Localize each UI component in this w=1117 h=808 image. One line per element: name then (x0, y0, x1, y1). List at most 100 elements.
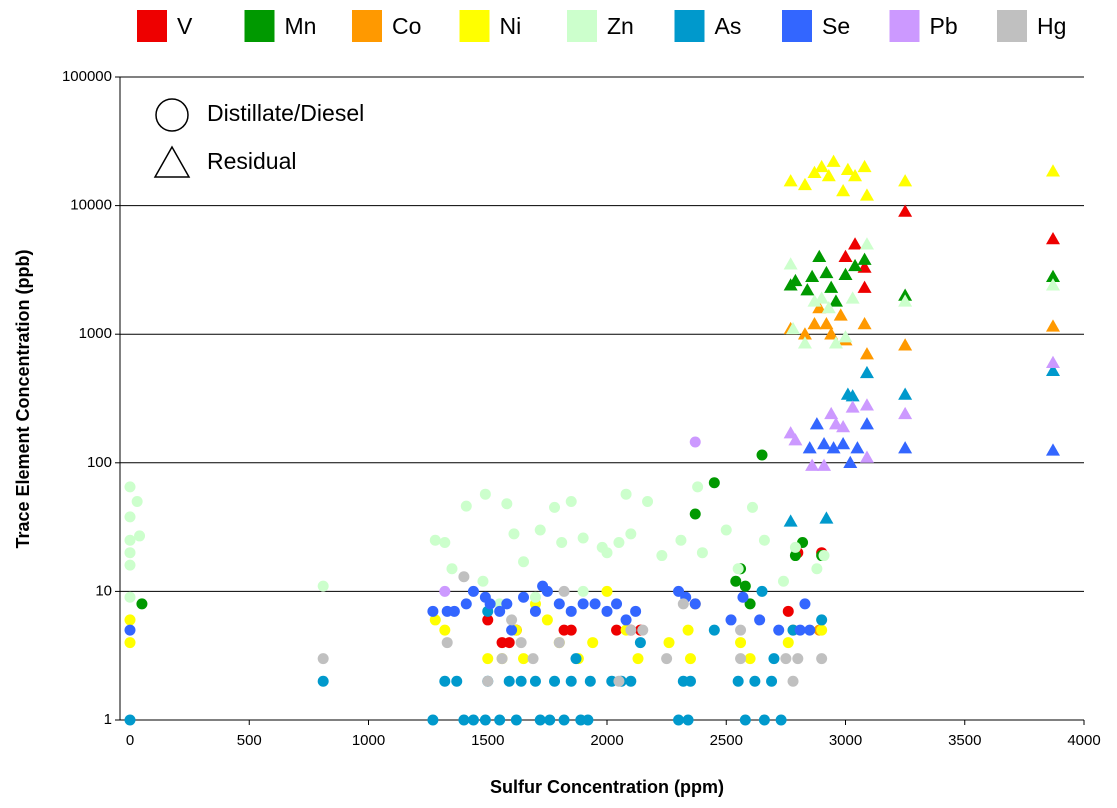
legend-swatch (674, 10, 705, 42)
legend-label: Hg (1037, 13, 1066, 39)
y-tick-label: 10000 (70, 197, 112, 214)
data-point (484, 598, 496, 610)
data-point (708, 477, 720, 489)
legend-label: Ni (500, 13, 522, 39)
data-point (632, 653, 644, 665)
data-point (804, 624, 816, 636)
data-point (692, 481, 704, 493)
data-point (805, 458, 820, 471)
data-point (783, 514, 798, 527)
data-point (556, 537, 568, 549)
data-point (482, 653, 494, 665)
data-point (857, 317, 872, 330)
data-point (859, 188, 874, 201)
data-point (814, 159, 829, 173)
y-tick-label: 1 (104, 711, 112, 728)
data-point (506, 624, 518, 636)
data-point (439, 624, 451, 636)
data-point (749, 675, 761, 687)
legend-swatch (567, 10, 597, 42)
x-tick-label: 4000 (1067, 732, 1100, 749)
data-point (506, 614, 518, 626)
data-point (848, 237, 863, 250)
data-point (429, 614, 441, 626)
data-point (136, 598, 148, 610)
data-point (684, 653, 696, 665)
x-tick-label: 2500 (710, 732, 743, 749)
data-point (859, 417, 874, 430)
marker-legend-symbol (153, 145, 191, 178)
data-point (601, 547, 613, 559)
data-point (1045, 231, 1060, 245)
data-point (836, 419, 851, 433)
data-point (675, 534, 687, 546)
data-point (541, 614, 553, 626)
data-point (467, 714, 479, 726)
data-point (477, 575, 489, 587)
legend-swatch (889, 10, 920, 42)
data-point (661, 653, 673, 665)
data-point (508, 528, 520, 540)
legend-label: Mn (285, 13, 317, 39)
data-point (565, 675, 577, 687)
data-point (570, 653, 582, 665)
data-point (689, 598, 701, 610)
data-point (549, 675, 561, 687)
data-point (124, 637, 136, 649)
legend-label: Pb (930, 13, 958, 39)
data-point (746, 501, 758, 513)
data-point (458, 714, 470, 726)
data-point (467, 585, 479, 597)
data-point (786, 321, 801, 335)
data-point (819, 511, 834, 524)
data-point (788, 433, 803, 446)
data-point (800, 283, 815, 296)
data-point (809, 417, 824, 430)
data-point (696, 547, 708, 559)
data-point (768, 653, 780, 665)
data-point (783, 174, 798, 187)
data-point (1045, 164, 1060, 177)
data-point (756, 449, 768, 461)
data-point (553, 637, 565, 649)
data-point (637, 624, 649, 636)
marker-legend-label: Residual (207, 148, 297, 174)
data-point (479, 488, 491, 500)
data-point (833, 308, 848, 321)
data-point (439, 585, 451, 597)
data-point (859, 237, 874, 250)
data-point (529, 605, 541, 617)
data-point (737, 591, 749, 603)
data-point (518, 556, 530, 568)
data-point (1045, 355, 1060, 368)
data-point (857, 252, 872, 265)
data-point (797, 327, 812, 340)
data-point (515, 637, 527, 649)
data-point (682, 714, 694, 726)
data-point (429, 534, 441, 546)
data-point (439, 675, 451, 687)
data-point (577, 585, 589, 597)
data-point (642, 496, 654, 508)
data-point (565, 605, 577, 617)
data-point (758, 714, 770, 726)
data-point (744, 598, 756, 610)
data-point (479, 714, 491, 726)
data-point (819, 317, 834, 330)
data-point (503, 675, 515, 687)
data-point (756, 585, 768, 597)
data-point (460, 598, 472, 610)
data-point (819, 265, 834, 279)
legend-swatch (782, 10, 812, 42)
data-point (792, 653, 804, 665)
data-point (518, 591, 530, 603)
data-point (448, 605, 460, 617)
data-point (766, 675, 778, 687)
x-tick-label: 500 (237, 732, 262, 749)
data-point (782, 605, 794, 617)
data-point (134, 530, 146, 542)
data-point (777, 575, 789, 587)
data-point (503, 637, 515, 649)
x-axis-title: Sulfur Concentration (ppm) (490, 777, 724, 797)
data-point (898, 338, 913, 351)
